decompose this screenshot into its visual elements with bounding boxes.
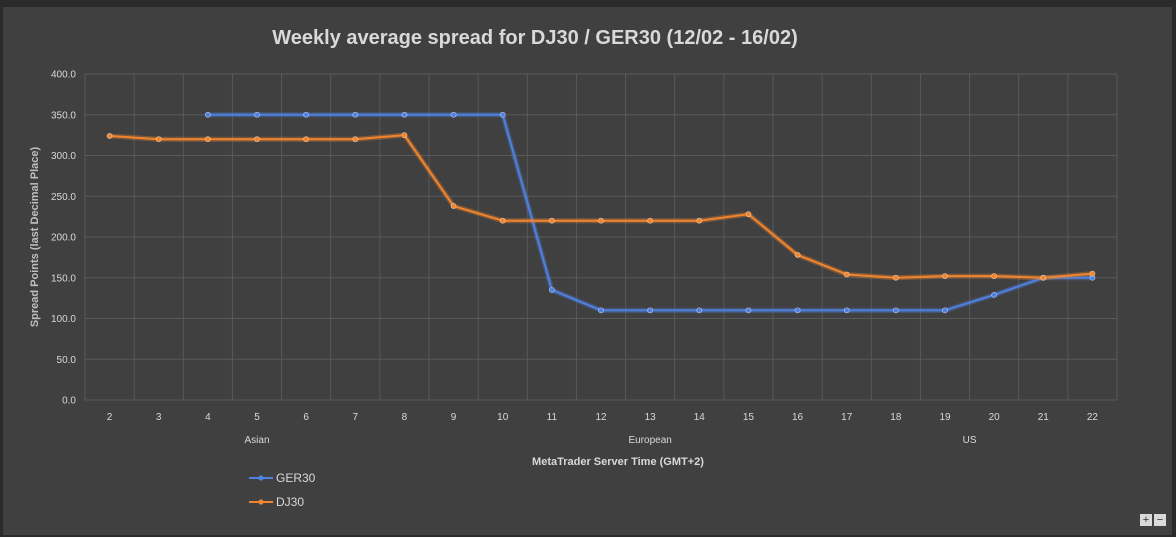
x-tick-label: 11	[547, 412, 558, 423]
y-tick-label: 250.0	[51, 192, 76, 203]
x-tick-label: 16	[792, 412, 804, 423]
data-point-ger30	[843, 307, 850, 314]
series-glow-ger30	[205, 112, 1095, 313]
y-tick-label: 400.0	[51, 70, 76, 81]
data-point-ger30	[942, 307, 948, 314]
data-point-dj30	[106, 133, 113, 139]
x-tick-label: 5	[254, 412, 260, 423]
legend-marker-dj30	[258, 499, 264, 505]
x-tick-label: 12	[595, 412, 607, 423]
data-point-ger30	[401, 111, 408, 118]
series-line-ger30	[207, 113, 1093, 312]
x-tick-label: 8	[402, 412, 408, 423]
data-point-ger30	[696, 307, 703, 314]
x-tick-label: 17	[841, 412, 853, 423]
data-point-ger30	[254, 111, 260, 118]
x-tick-label: 4	[205, 412, 211, 423]
data-point-ger30	[303, 111, 310, 118]
data-point-dj30	[991, 273, 998, 280]
x-tick-label: 13	[645, 412, 657, 423]
x-tick-label: 9	[451, 412, 457, 423]
x-tick-label: 10	[497, 412, 509, 423]
x-axis-label: MetaTrader Server Time (GMT+2)	[532, 456, 704, 468]
legend-label-dj30: DJ30	[276, 495, 304, 509]
data-point-dj30	[155, 136, 162, 143]
chart-title: Weekly average spread for DJ30 / GER30 (…	[272, 27, 797, 49]
data-point-dj30	[892, 274, 899, 281]
x-tick-label: 7	[353, 412, 359, 423]
data-point-dj30	[843, 271, 850, 278]
x-tick-label: 18	[890, 412, 902, 423]
x-tick-label: 15	[743, 412, 755, 423]
data-point-dj30	[548, 217, 555, 224]
y-tick-label: 300.0	[51, 151, 76, 162]
data-point-dj30	[942, 273, 948, 280]
data-point-dj30	[303, 136, 310, 143]
data-point-ger30	[794, 307, 801, 314]
session-label: US	[963, 435, 977, 446]
data-point-dj30	[352, 136, 359, 143]
zoom-out-button[interactable]: −	[1154, 514, 1166, 526]
data-point-ger30	[647, 307, 654, 314]
y-tick-label: 200.0	[51, 233, 76, 244]
data-point-dj30	[598, 217, 604, 224]
x-tick-label: 3	[156, 412, 162, 423]
data-point-ger30	[548, 287, 555, 293]
spreadsheet-header-strip	[0, 0, 1176, 7]
x-tick-label: 21	[1038, 412, 1050, 423]
y-tick-label: 0.0	[62, 396, 76, 407]
legend-label-ger30: GER30	[276, 471, 316, 485]
data-point-dj30	[1040, 274, 1047, 281]
legend-marker-ger30	[258, 475, 264, 481]
x-tick-label: 22	[1087, 412, 1099, 423]
x-tick-label: 6	[303, 412, 309, 423]
series-glow-dj30	[107, 132, 1095, 281]
chart-area	[3, 7, 1172, 535]
data-point-ger30	[204, 111, 211, 118]
x-tick-label: 20	[989, 412, 1001, 423]
data-point-dj30	[1089, 270, 1096, 277]
session-label: Asian	[244, 435, 269, 446]
data-point-dj30	[794, 252, 801, 258]
data-point-dj30	[450, 203, 457, 209]
y-tick-label: 350.0	[51, 110, 76, 121]
data-point-ger30	[499, 111, 506, 118]
x-tick-label: 19	[939, 412, 951, 423]
data-point-dj30	[745, 211, 752, 218]
x-tick-label: 2	[107, 412, 113, 423]
data-point-ger30	[352, 111, 359, 118]
data-point-ger30	[450, 111, 457, 118]
data-point-dj30	[401, 132, 408, 139]
data-point-ger30	[598, 307, 604, 314]
zoom-in-button[interactable]: +	[1140, 514, 1152, 526]
y-axis-label: Spread Points (last Decimal Place)	[29, 146, 41, 327]
y-tick-label: 100.0	[51, 314, 76, 325]
data-point-dj30	[499, 217, 506, 224]
data-point-dj30	[647, 217, 654, 224]
data-point-dj30	[696, 217, 703, 224]
data-point-ger30	[892, 307, 899, 314]
data-point-ger30	[745, 307, 752, 314]
y-tick-label: 50.0	[57, 355, 77, 366]
data-point-dj30	[204, 136, 211, 143]
data-point-dj30	[254, 136, 260, 143]
x-tick-label: 14	[694, 412, 706, 423]
series-line-dj30	[109, 134, 1093, 279]
data-point-ger30	[991, 291, 998, 298]
session-label: European	[628, 435, 671, 446]
y-tick-label: 150.0	[51, 273, 76, 284]
